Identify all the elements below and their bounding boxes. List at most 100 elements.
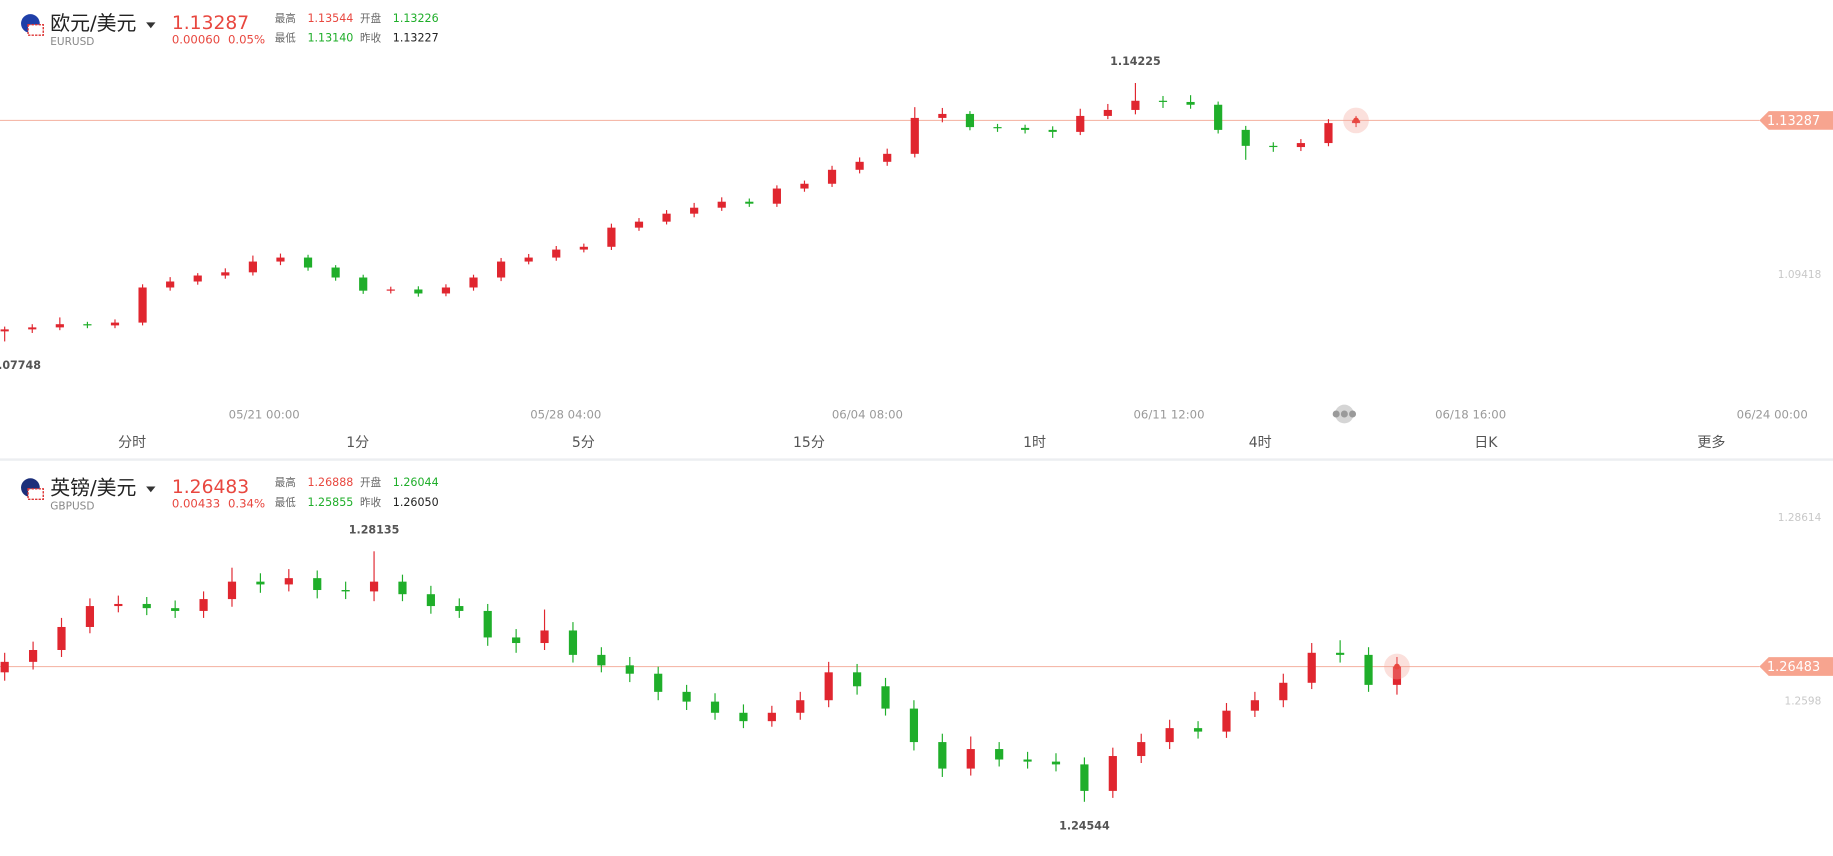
timeframe-tab[interactable]: 5分 (572, 435, 595, 451)
candle-body (1076, 115, 1085, 132)
candle-body (1269, 145, 1278, 148)
candle-body (772, 188, 781, 204)
price-change: 0.00433 (172, 496, 220, 510)
candle-body (171, 608, 180, 611)
candle-body (1214, 104, 1223, 130)
loading-dot (1332, 410, 1340, 418)
candle-body (1165, 728, 1174, 743)
candle-body (710, 701, 720, 713)
stat-label: 最高 (275, 476, 296, 489)
x-tick-label: 06/11 12:00 (1133, 408, 1204, 422)
candle-body (524, 257, 533, 262)
low-label: 1.24544 (1059, 819, 1110, 832)
timeframe-tab[interactable]: 1分 (346, 435, 369, 451)
candle-body (853, 672, 862, 687)
candle-body (1158, 100, 1168, 102)
stat-value: 1.13226 (393, 12, 439, 25)
candle-body (369, 581, 379, 592)
candle-body (625, 665, 634, 674)
flag-icon-stripe (27, 23, 44, 36)
candle-body (414, 289, 423, 294)
candle-body (28, 327, 37, 330)
candle-body (796, 700, 805, 713)
high-label: 1.28135 (349, 523, 400, 536)
stat-value: 1.26888 (307, 476, 353, 489)
candle-body (0, 329, 9, 332)
x-tick-label: 05/21 00:00 (229, 408, 300, 422)
candle-body (855, 161, 864, 170)
candle-body (1023, 759, 1032, 762)
candle-body (386, 289, 395, 291)
candle-body (227, 581, 237, 600)
stat-label: 最高 (275, 12, 296, 25)
price-change-pct: 0.34% (228, 496, 265, 510)
timeframe-tab[interactable]: 15分 (793, 435, 825, 451)
stat-value: 1.26050 (393, 496, 439, 509)
y-tick-label: 1.09418 (1778, 269, 1822, 281)
candle-body (110, 322, 120, 326)
candle-body (28, 650, 38, 662)
price-tag-label: 1.13287 (1767, 114, 1820, 129)
candle-body (497, 261, 506, 278)
candle-body (57, 626, 66, 651)
x-tick-label: 06/24 00:00 (1737, 408, 1808, 422)
candle-body (1279, 682, 1288, 701)
x-tick-label: 06/04 08:00 (832, 408, 903, 422)
candle-body (1131, 100, 1140, 110)
loading-dot (1349, 410, 1357, 418)
candle-body (85, 606, 95, 627)
stat-label: 最低 (275, 496, 297, 509)
candle-body (1051, 761, 1061, 765)
candle-body (256, 581, 265, 585)
candle-body (1193, 728, 1203, 732)
dropdown-arrow[interactable] (146, 22, 156, 29)
candle-body (717, 201, 726, 208)
high-label: 1.14225 (1110, 55, 1161, 68)
candle-body (1048, 129, 1057, 132)
candle-body (1336, 652, 1345, 655)
candle-body (597, 654, 606, 666)
timeframe-tab[interactable]: 更多 (1697, 434, 1725, 451)
candle-body (662, 213, 671, 222)
timeframe-tab[interactable]: 分时 (118, 435, 146, 451)
candle-body (739, 712, 748, 722)
stat-label: 昨收 (360, 32, 382, 45)
candle-body (881, 686, 890, 709)
loading-dot (1340, 410, 1348, 418)
candle-body (483, 610, 492, 638)
timeframe-tab[interactable]: 1时 (1023, 435, 1046, 451)
stat-value: 1.25855 (307, 496, 353, 509)
timeframe-tab[interactable]: 4时 (1249, 435, 1272, 451)
candle-body (909, 708, 919, 743)
price-change-pct: 0.05% (228, 32, 265, 46)
stat-value: 1.13227 (393, 32, 439, 45)
candle-body (313, 578, 322, 591)
timeframe-tab[interactable]: 日K (1474, 435, 1498, 451)
x-tick-label: 05/28 04:00 (530, 408, 601, 422)
candle-body (341, 590, 350, 592)
candle-body (540, 630, 549, 644)
candle-body (883, 153, 892, 162)
candle-body (690, 207, 699, 214)
candle-body (138, 287, 147, 323)
candle-body (193, 275, 202, 282)
candle-body (276, 257, 285, 262)
flag-icon-stripe (27, 488, 44, 501)
candle-body (398, 581, 407, 595)
pair-title[interactable]: 英镑/美元 (50, 476, 136, 499)
candle-body (142, 603, 151, 609)
candle-body (568, 630, 578, 655)
candle-body (767, 712, 776, 722)
pair-title[interactable]: 欧元/美元 (50, 12, 136, 35)
candle-body (55, 324, 64, 328)
candle-body (965, 113, 975, 128)
dropdown-arrow[interactable] (146, 486, 156, 493)
last-price-dot (1353, 117, 1359, 124)
stat-value: 1.13140 (307, 32, 353, 45)
candle-body (1021, 127, 1030, 130)
candle-body (1186, 101, 1195, 105)
candle-body (303, 257, 313, 268)
candle-body (938, 113, 947, 118)
candle-body (1324, 123, 1333, 144)
